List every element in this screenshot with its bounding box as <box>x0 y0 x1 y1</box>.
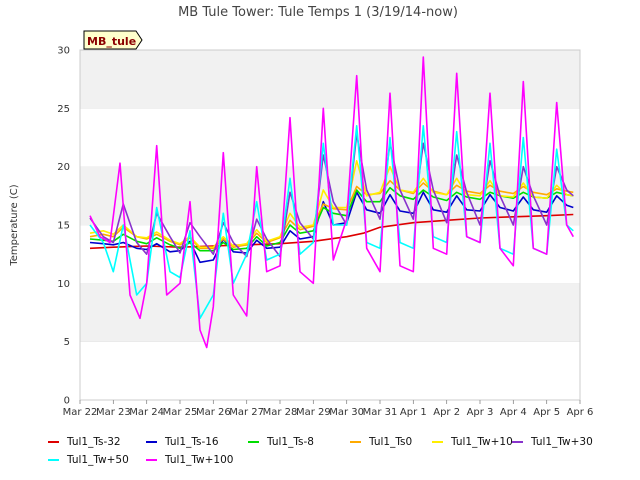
legend-item: Tul1_Ts0 <box>350 436 412 448</box>
legend-item: Tul1_Tw+10 <box>432 436 513 448</box>
legend-label: Tul1_Ts0 <box>369 436 413 448</box>
y-tick-label: 20 <box>57 162 70 173</box>
legend-swatch <box>512 441 523 443</box>
x-tick-label: Apr 5 <box>533 407 560 418</box>
series-line-tul1-tw-30 <box>89 133 574 258</box>
x-tick-label: Mar 25 <box>163 407 198 418</box>
y-tick-label: 25 <box>57 104 70 115</box>
x-tick-label: Mar 23 <box>96 407 131 418</box>
legend-item: Tul1_Ts-8 <box>248 436 314 448</box>
grid-band <box>80 50 580 109</box>
legend-swatch <box>432 441 443 443</box>
series-line-tul1-tw-100 <box>89 56 574 349</box>
legend-swatch <box>350 441 361 443</box>
x-tick-label: Mar 27 <box>229 407 264 418</box>
legend-label: Tul1_Ts-16 <box>165 436 219 448</box>
legend-item: Tul1_Ts-16 <box>146 436 219 448</box>
y-tick-label: 5 <box>64 337 70 348</box>
x-tick-label: Mar 31 <box>363 407 398 418</box>
grid-band <box>80 283 580 342</box>
x-tick-label: Mar 22 <box>63 407 98 418</box>
grid-band <box>80 341 580 400</box>
y-tick-label: 30 <box>57 46 70 57</box>
chart-title: MB Tule Tower: Tule Temps 1 (3/19/14-now… <box>178 5 458 20</box>
x-tick-label: Apr 2 <box>433 407 460 418</box>
legend-label: Tul1_Tw+30 <box>531 436 593 448</box>
y-tick-label: 15 <box>57 221 70 232</box>
legend-item: Tul1_Tw+50 <box>48 454 129 466</box>
legend-label: Tul1_Tw+10 <box>451 436 513 448</box>
legend-swatch <box>48 441 59 443</box>
legend-item: Tul1_Ts-32 <box>48 436 121 448</box>
x-tick-label: Apr 4 <box>500 407 527 418</box>
x-tick-label: Apr 1 <box>400 407 427 418</box>
x-tick-label: Mar 26 <box>196 407 231 418</box>
legend-swatch <box>146 441 157 443</box>
x-tick-label: Mar 24 <box>129 407 164 418</box>
y-tick-label: 10 <box>57 279 70 290</box>
legend-label: Tul1_Tw+100 <box>165 454 234 466</box>
y-axis-ticks: 0 5 10 15 20 25 30 <box>57 46 70 407</box>
chart-legend: Tul1_Ts-32 Tul1_Ts-16 Tul1_Ts-8 Tul1_Ts0 Tul… <box>0 434 640 474</box>
plot-frame <box>79 49 581 401</box>
legend-swatch <box>248 441 259 443</box>
legend-swatch <box>48 459 59 461</box>
station-badge: MB_tule <box>83 30 143 50</box>
x-tick-label: Mar 30 <box>329 407 364 418</box>
legend-item: Tul1_Tw+30 <box>512 436 593 448</box>
grid-band <box>80 108 580 167</box>
legend-label: Tul1_Tw+50 <box>67 454 129 466</box>
legend-label: Tul1_Ts-32 <box>67 436 121 448</box>
series-line-tul1-ts-32 <box>89 213 574 250</box>
series-line-tul1-tw-50 <box>89 125 574 320</box>
x-tick-label: Apr 3 <box>467 407 494 418</box>
legend-swatch <box>146 459 157 461</box>
legend-item: Tul1_Tw+100 <box>146 454 233 466</box>
x-tick-label: Mar 29 <box>296 407 331 418</box>
station-badge-label: MB_tule <box>87 35 136 48</box>
series-lines <box>89 56 574 349</box>
y-axis-label: Temperature (C) <box>9 184 20 266</box>
x-tick-label: Mar 28 <box>263 407 298 418</box>
legend-label: Tul1_Ts-8 <box>267 436 314 448</box>
x-tick-label: Apr 6 <box>567 407 594 418</box>
y-tick-label: 0 <box>64 396 70 407</box>
